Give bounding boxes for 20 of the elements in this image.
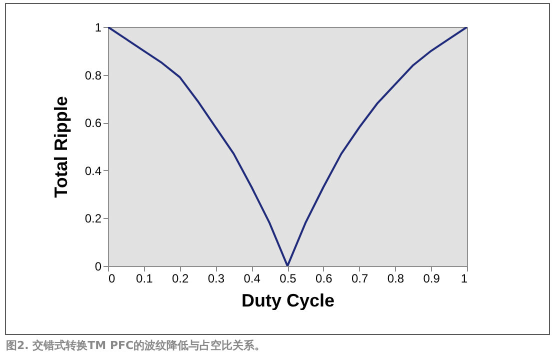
x-tick-label: 0.7	[351, 272, 368, 286]
y-tick-label: 0.4	[84, 164, 102, 178]
x-tick-label: 0.8	[387, 272, 404, 286]
x-tick-label: 0.3	[208, 272, 225, 286]
x-axis-title: Duty Cycle	[241, 290, 335, 310]
x-tick-label: 0.5	[280, 272, 297, 286]
x-tick-label: 0.1	[136, 272, 154, 286]
y-tick-label: 1	[94, 20, 102, 34]
y-tick-label: 0	[94, 260, 102, 274]
y-axis-title: Total Ripple	[50, 96, 71, 198]
y-tick-label: 0.2	[84, 212, 102, 226]
y-tick-label: 0.6	[84, 116, 102, 130]
x-tick-label: 0.6	[316, 272, 333, 286]
x-tick-label: 0.2	[172, 272, 189, 286]
x-tick-label: 1	[460, 272, 468, 286]
y-tick-label: 0.8	[84, 68, 102, 82]
x-tick-label: 0.9	[423, 272, 440, 286]
x-tick-label: 0.4	[244, 272, 261, 286]
x-tick-label: 0	[108, 272, 116, 286]
caption: 图2. 交错式转换TM PFC的波纹降低与占空比关系。	[6, 338, 266, 353]
